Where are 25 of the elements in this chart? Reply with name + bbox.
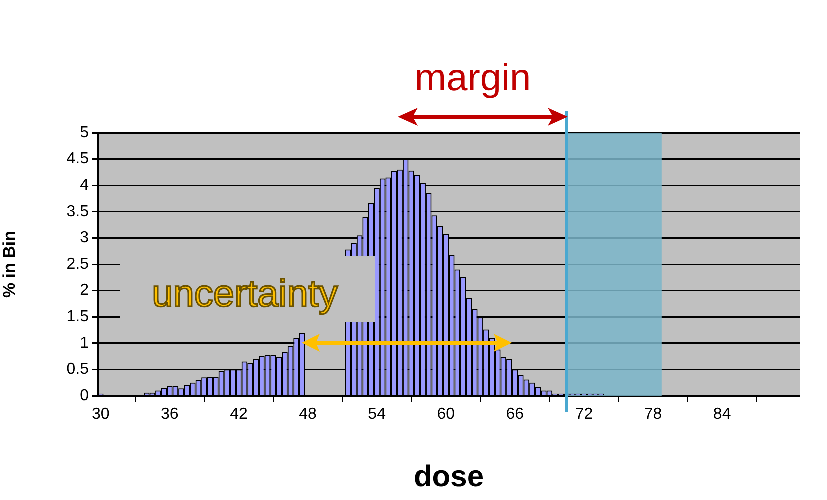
x-tick-label: 66	[506, 406, 524, 424]
x-tick-label: 72	[575, 406, 594, 424]
x-axis-title: dose	[414, 460, 484, 494]
x-tick-label: 84	[713, 406, 732, 424]
y-tick-label: 3	[80, 230, 90, 247]
x-tick-label: 54	[368, 406, 386, 424]
y-tick-label: 5	[80, 124, 90, 142]
y-tick-label: 0	[80, 387, 90, 404]
annotation: uncertainty	[152, 273, 338, 316]
x-tick-label: 42	[230, 406, 248, 424]
x-tick-label: 36	[161, 406, 179, 424]
y-tick-label: 1.5	[66, 308, 90, 326]
y-tick-label: 4	[80, 177, 90, 194]
y-tick-label: 1	[80, 334, 90, 352]
y-tick-label: 0.5	[66, 361, 90, 378]
y-tick-label: 3.5	[66, 203, 90, 220]
y-tick-label: 4.5	[66, 150, 90, 168]
x-tick-label: 30	[92, 406, 110, 424]
y-tick-label: 2	[80, 282, 90, 300]
y-axis-title: % in Bin	[0, 230, 19, 298]
text: margin	[414, 57, 532, 100]
x-tick-label: 48	[299, 406, 318, 424]
x-tick-label: 60	[437, 406, 456, 424]
x-tick-label: 78	[644, 406, 662, 424]
y-tick-label: 2.5	[66, 256, 90, 273]
